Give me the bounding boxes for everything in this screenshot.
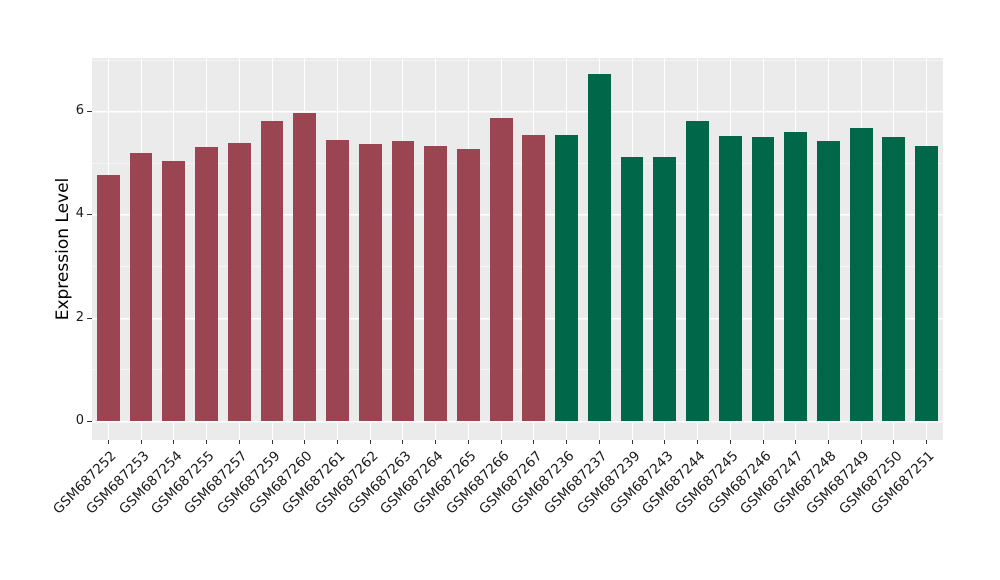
x-tick-mark bbox=[271, 440, 273, 444]
x-tick-mark bbox=[467, 440, 469, 444]
bar bbox=[718, 135, 742, 421]
x-tick-mark bbox=[304, 440, 306, 444]
x-tick-mark bbox=[337, 440, 338, 444]
x-tick-mark bbox=[140, 440, 142, 444]
x-tick-mark bbox=[173, 440, 175, 444]
bar bbox=[620, 156, 644, 421]
x-tick-mark bbox=[631, 440, 633, 444]
bar bbox=[489, 118, 513, 421]
y-tick-label: 2 bbox=[75, 309, 84, 325]
x-tick-mark bbox=[598, 440, 600, 444]
x-tick-mark bbox=[664, 440, 666, 444]
bar bbox=[293, 113, 317, 421]
y-tick-label: 4 bbox=[75, 206, 84, 222]
bar bbox=[817, 140, 840, 421]
y-tick-mark bbox=[87, 214, 92, 216]
bar bbox=[751, 136, 775, 421]
x-tick-mark bbox=[402, 440, 404, 444]
x-tick-mark bbox=[893, 440, 895, 444]
x-tick-mark bbox=[827, 440, 829, 444]
bar bbox=[784, 132, 808, 421]
bar bbox=[587, 73, 611, 421]
gridline-minor bbox=[92, 59, 943, 61]
bar bbox=[227, 143, 251, 421]
bar bbox=[915, 145, 939, 421]
bar bbox=[129, 153, 153, 421]
x-tick-mark bbox=[926, 440, 928, 444]
y-tick-mark bbox=[87, 317, 92, 319]
bar bbox=[391, 140, 415, 421]
bar bbox=[195, 147, 218, 421]
gridline-major bbox=[92, 214, 943, 216]
gridline-minor bbox=[92, 266, 943, 267]
bar bbox=[882, 136, 906, 421]
x-tick-mark bbox=[729, 440, 731, 444]
y-tick-mark bbox=[87, 111, 92, 113]
x-tick-mark bbox=[762, 440, 764, 444]
y-tick-label: 6 bbox=[75, 103, 84, 119]
bar bbox=[260, 121, 284, 421]
gridline-major bbox=[92, 317, 943, 319]
bar bbox=[96, 175, 120, 421]
x-tick-mark bbox=[533, 440, 535, 444]
x-tick-mark bbox=[795, 440, 797, 444]
gridline-major bbox=[92, 420, 943, 422]
x-tick-mark bbox=[238, 440, 240, 444]
bar bbox=[555, 134, 578, 421]
x-tick-mark bbox=[860, 440, 862, 444]
bar bbox=[162, 160, 186, 421]
bar bbox=[849, 127, 873, 421]
plot-panel bbox=[92, 58, 943, 440]
bar bbox=[653, 156, 677, 421]
x-tick-mark bbox=[697, 440, 698, 444]
gridline-major bbox=[92, 111, 943, 113]
y-axis-title: Expression Level bbox=[53, 177, 73, 321]
bar bbox=[358, 144, 382, 421]
bar bbox=[456, 149, 480, 421]
x-tick-mark bbox=[435, 440, 437, 444]
x-tick-mark bbox=[369, 440, 371, 444]
x-axis-labels: GSM687252 GSM687253 GSM687254 GSM687255 GSM6… bbox=[50, 446, 943, 576]
x-tick-mark bbox=[206, 440, 208, 444]
bar bbox=[686, 120, 709, 421]
x-tick-mark bbox=[107, 440, 109, 444]
y-tick-label: 0 bbox=[75, 412, 84, 428]
bar bbox=[326, 139, 349, 421]
gridline-minor bbox=[92, 369, 943, 371]
bar bbox=[522, 134, 546, 421]
gridline-minor bbox=[92, 162, 943, 164]
bar bbox=[424, 145, 448, 421]
x-tick-mark bbox=[500, 440, 502, 444]
y-tick-mark bbox=[87, 420, 92, 422]
x-tick-mark bbox=[566, 440, 568, 444]
